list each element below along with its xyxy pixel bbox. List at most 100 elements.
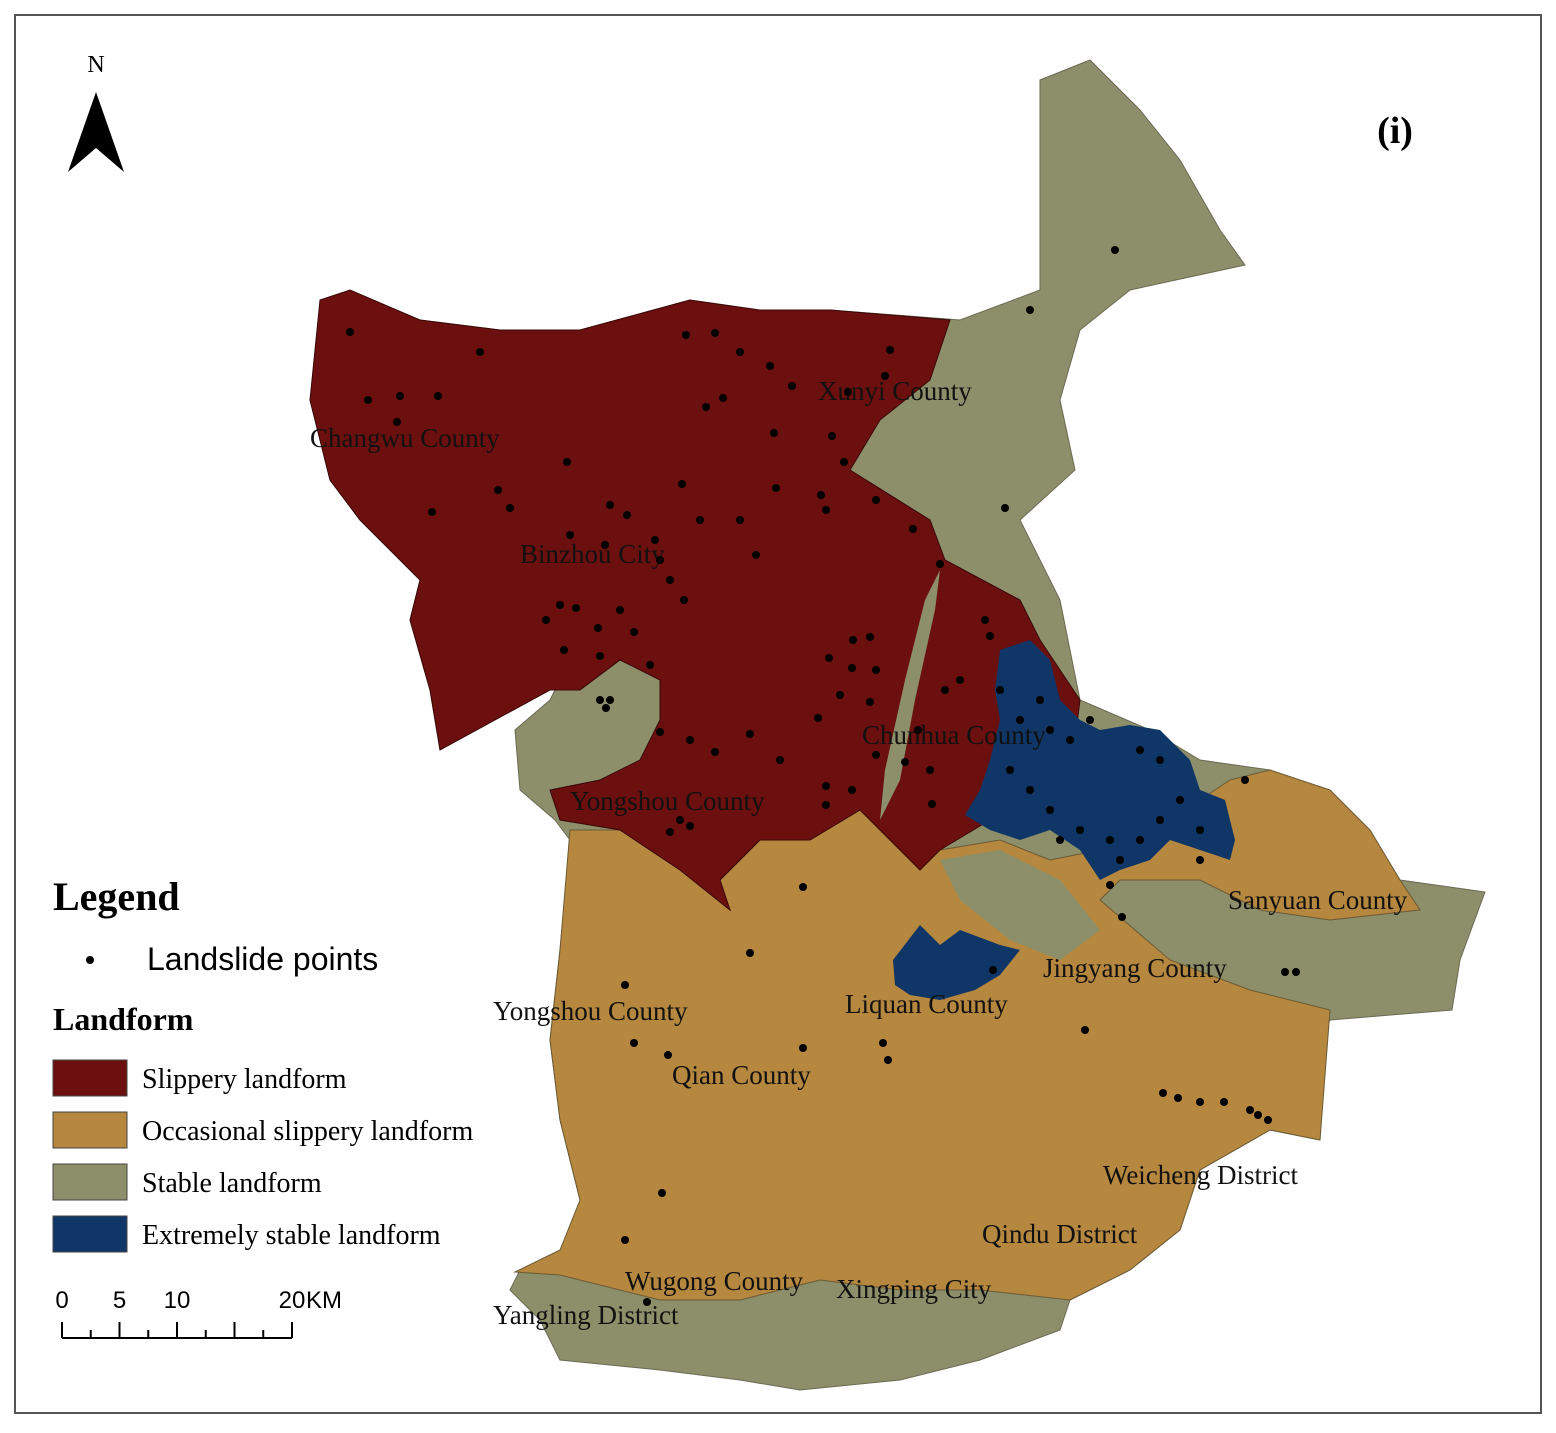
landslide-point — [666, 828, 674, 836]
landslide-point — [1196, 826, 1204, 834]
extremely-stable-region — [965, 640, 1235, 880]
landslide-point — [630, 628, 638, 636]
landslide-point — [630, 1039, 638, 1047]
landslide-point — [1086, 716, 1094, 724]
landslide-point — [772, 484, 780, 492]
landslide-point — [1174, 1094, 1182, 1102]
landslide-point — [1159, 1089, 1167, 1097]
scale-label: 10 — [164, 1287, 191, 1314]
landslide-point — [776, 756, 784, 764]
legend-swatch — [52, 1059, 128, 1097]
landslide-point — [1156, 816, 1164, 824]
landslide-point — [1246, 1106, 1254, 1114]
landslide-point — [676, 816, 684, 824]
landslide-point — [844, 388, 852, 396]
landslide-point — [494, 486, 502, 494]
landslide-point — [828, 432, 836, 440]
place-label: Binzhou City — [520, 539, 665, 569]
north-arrow-icon — [68, 92, 124, 172]
landslide-point — [766, 362, 774, 370]
legend-item-label: Occasional slippery landform — [142, 1116, 473, 1147]
landslide-point — [1220, 1098, 1228, 1106]
legend-item-label: Extremely stable landform — [142, 1220, 441, 1251]
landslide-point — [825, 654, 833, 662]
landslide-point — [476, 348, 484, 356]
landslide-point — [770, 429, 778, 437]
north-arrow: N — [68, 52, 124, 172]
landslide-point — [822, 506, 830, 514]
landslide-point — [872, 496, 880, 504]
landslide-point — [1136, 746, 1144, 754]
landslide-point — [928, 800, 936, 808]
landslide-point — [1254, 1111, 1262, 1119]
panel-label: (i) — [1377, 110, 1413, 152]
landslide-point — [643, 1298, 651, 1306]
landslide-point — [1026, 786, 1034, 794]
stable-region — [880, 570, 940, 820]
place-label: Yangling District — [493, 1300, 679, 1330]
landslide-point — [711, 748, 719, 756]
landslide-point — [1106, 836, 1114, 844]
legend-swatch — [52, 1163, 128, 1201]
north-label: N — [87, 52, 104, 78]
landslide-point — [664, 1051, 672, 1059]
landslide-point — [848, 786, 856, 794]
scale-label: 0 — [55, 1287, 68, 1314]
landslide-point — [621, 981, 629, 989]
landslide-point — [866, 633, 874, 641]
landslide-point — [1118, 913, 1126, 921]
landslide-point — [1106, 881, 1114, 889]
extremely-stable-region — [893, 925, 1020, 1000]
landslide-point — [1066, 736, 1074, 744]
slippery-region — [309, 289, 1081, 912]
legend-title: Legend — [53, 874, 180, 919]
place-label: Sanyuan County — [1228, 885, 1408, 915]
place-label: Qindu District — [982, 1219, 1138, 1249]
landslide-point — [788, 382, 796, 390]
place-label: Xingping City — [836, 1274, 992, 1304]
landslide-point — [606, 501, 614, 509]
landslide-point — [872, 751, 880, 759]
landslide-point — [646, 661, 654, 669]
landslide-point — [601, 541, 609, 549]
landslide-point — [563, 458, 571, 466]
landslide-point — [1264, 1116, 1272, 1124]
landform-title: Landform — [53, 1001, 194, 1037]
landslide-point — [986, 632, 994, 640]
place-labels: Changwu County Xunyi County Binzhou City… — [310, 376, 1408, 1330]
landslide-point — [596, 652, 604, 660]
landslide-point — [711, 329, 719, 337]
landslide-point — [566, 531, 574, 539]
landslide-point — [822, 801, 830, 809]
landslide-point — [686, 822, 694, 830]
landslide-point — [840, 458, 848, 466]
scale-unit: KM — [306, 1287, 342, 1314]
landslide-point — [1196, 856, 1204, 864]
landslide-point — [956, 676, 964, 684]
legend-item-label: Slippery landform — [142, 1064, 347, 1095]
landslide-point — [1016, 716, 1024, 724]
landslide-point — [556, 601, 564, 609]
landslide-point — [822, 782, 830, 790]
landslide-point — [989, 966, 997, 974]
landslide-point — [506, 504, 514, 512]
landslide-point — [658, 1189, 666, 1197]
landslide-point — [680, 596, 688, 604]
landslide-point — [678, 480, 686, 488]
landslide-point — [872, 666, 880, 674]
landslide-point — [623, 511, 631, 519]
landslide-point — [909, 525, 917, 533]
regions — [309, 59, 1486, 1391]
landslide-point — [746, 730, 754, 738]
landslide-point — [651, 536, 659, 544]
landslide-point — [594, 624, 602, 632]
landslide-point — [879, 1039, 887, 1047]
landslide-point — [848, 664, 856, 672]
landslide-point — [434, 392, 442, 400]
landslide-point — [926, 766, 934, 774]
landslide-point — [799, 1044, 807, 1052]
landslide-point — [393, 418, 401, 426]
landslide-points — [346, 246, 1300, 1306]
landslide-point — [686, 736, 694, 744]
